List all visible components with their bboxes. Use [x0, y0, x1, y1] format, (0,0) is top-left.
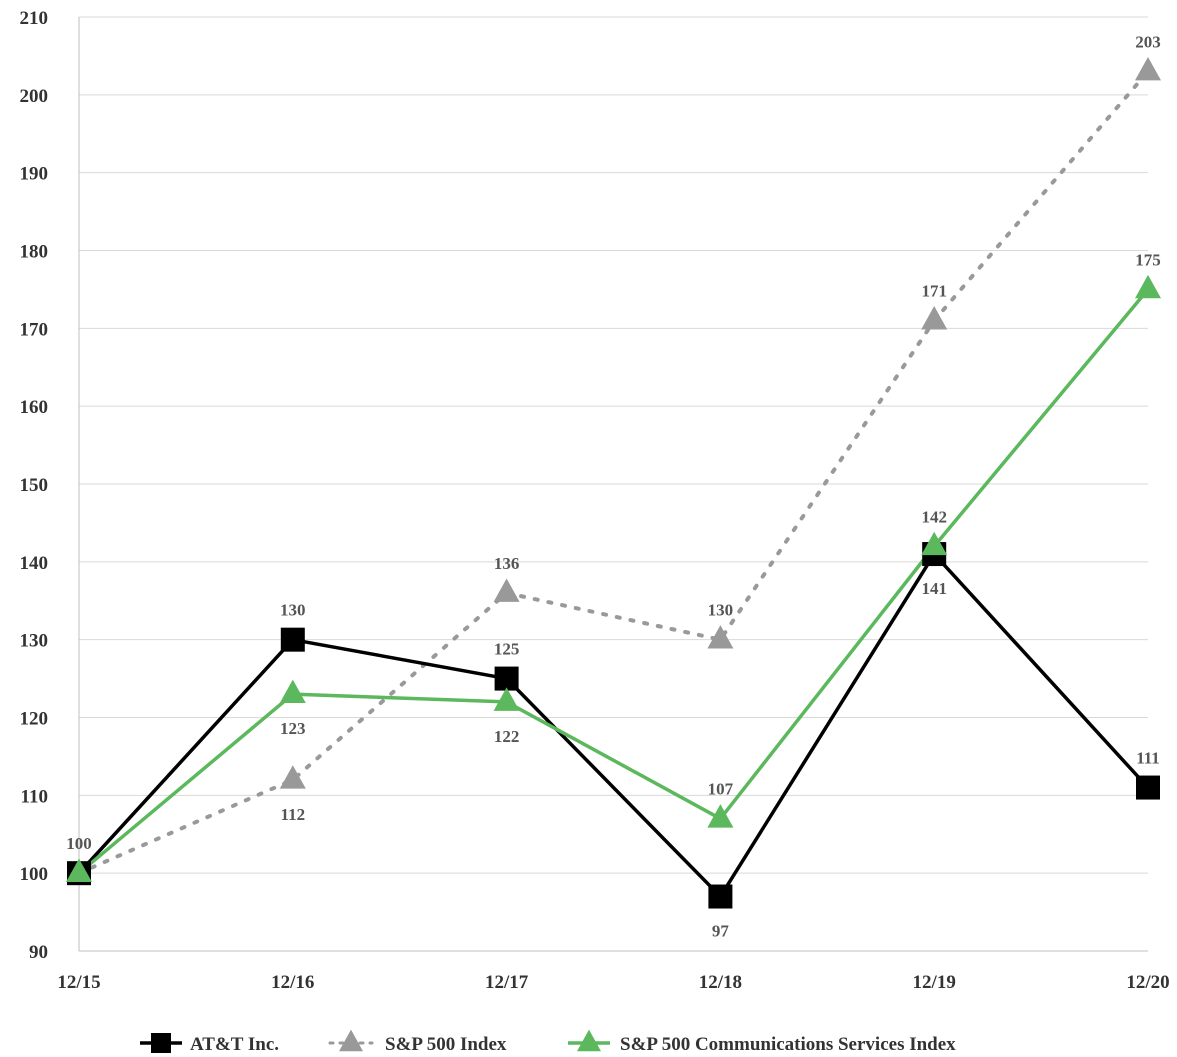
marker-s1-2	[493, 578, 520, 602]
data-label-s1-5: 203	[1135, 32, 1161, 51]
y-tick-label-180: 180	[20, 242, 49, 263]
x-tick-label-3: 12/18	[699, 972, 742, 993]
data-label-s2-4: 142	[921, 507, 947, 526]
y-tick-label-170: 170	[20, 319, 49, 340]
data-label-s0-4: 141	[921, 579, 947, 598]
series-line-2	[77, 288, 1150, 875]
x-tick-label-4: 12/19	[913, 972, 956, 993]
y-axis-ticks: 90 100 110 120 130 140 150 160 170 180 190 200 210	[20, 8, 49, 963]
marker-s1-1	[279, 765, 306, 789]
data-label-s0-3: 97	[712, 922, 730, 941]
marker-s2-5	[1135, 274, 1161, 299]
marker-s0-2	[494, 666, 519, 691]
marker-s2-0	[66, 858, 92, 883]
series-line-1	[77, 69, 1150, 876]
data-label-s1-3: 130	[708, 601, 734, 620]
marker-s0-1	[280, 627, 305, 652]
y-tick-label-120: 120	[20, 709, 49, 730]
marker-s2-3	[707, 804, 734, 828]
legend-item-2: S&P 500 Communications Services Index	[568, 1029, 956, 1055]
grid-lines	[79, 16, 1148, 874]
legend-item-0: AT&T Inc.	[140, 1033, 279, 1055]
data-label-s2-3: 107	[708, 780, 734, 799]
data-label-s1-2: 136	[494, 554, 520, 573]
y-tick-label-200: 200	[20, 86, 49, 107]
data-label-s0-0: 100	[66, 834, 92, 853]
data-labels: 100 130 125 97 141 111 112 136 130 171 203 123 122 10…	[66, 32, 1161, 940]
x-tick-label-1: 12/16	[271, 972, 314, 993]
data-label-s0-5: 111	[1136, 749, 1160, 768]
y-tick-label-210: 210	[20, 8, 49, 29]
data-label-s0-1: 130	[280, 601, 306, 620]
series-lines	[77, 69, 1150, 899]
x-axis-ticks: 12/15 12/16 12/17 12/18 12/19 12/20	[57, 972, 1169, 993]
axes	[78, 17, 1148, 952]
marker-s2-4	[921, 531, 948, 556]
data-label-s2-5: 175	[1135, 250, 1161, 269]
marker-s0-3	[708, 884, 733, 909]
y-tick-label-130: 130	[20, 631, 49, 652]
data-label-s1-1: 112	[281, 805, 306, 824]
legend-marker-2	[577, 1029, 601, 1052]
data-label-s2-1: 123	[280, 719, 306, 738]
legend-item-1: S&P 500 Index	[328, 1029, 507, 1055]
marker-s1-5	[1135, 56, 1161, 81]
y-tick-label-190: 190	[20, 164, 49, 185]
y-tick-label-110: 110	[21, 786, 48, 807]
data-label-s2-2: 122	[494, 727, 520, 746]
y-tick-label-150: 150	[20, 475, 49, 496]
legend-marker-1	[339, 1029, 363, 1052]
legend-label-0: AT&T Inc.	[190, 1034, 279, 1055]
y-tick-label-160: 160	[20, 397, 49, 418]
x-tick-label-5: 12/20	[1126, 972, 1169, 993]
legend-label-1: S&P 500 Index	[385, 1034, 507, 1055]
data-label-s1-4: 171	[921, 282, 947, 301]
x-tick-label-2: 12/17	[485, 972, 529, 993]
marker-s2-2	[493, 687, 520, 711]
y-tick-label-90: 90	[29, 942, 48, 963]
series-line-0	[77, 552, 1150, 899]
y-tick-label-100: 100	[20, 864, 49, 885]
marker-s2-1	[279, 679, 306, 704]
legend-marker-0	[151, 1033, 171, 1053]
y-tick-label-140: 140	[20, 553, 49, 574]
x-tick-label-0: 12/15	[57, 972, 100, 993]
marker-s0-5	[1136, 775, 1160, 800]
series-markers	[66, 56, 1161, 909]
legend: AT&T Inc. S&P 500 Index S&P 500 Communicat…	[140, 1029, 956, 1055]
data-label-s0-2: 125	[494, 640, 520, 659]
legend-label-2: S&P 500 Communications Services Index	[620, 1034, 956, 1055]
marker-s1-4	[921, 306, 948, 330]
marker-s1-3	[707, 625, 734, 649]
